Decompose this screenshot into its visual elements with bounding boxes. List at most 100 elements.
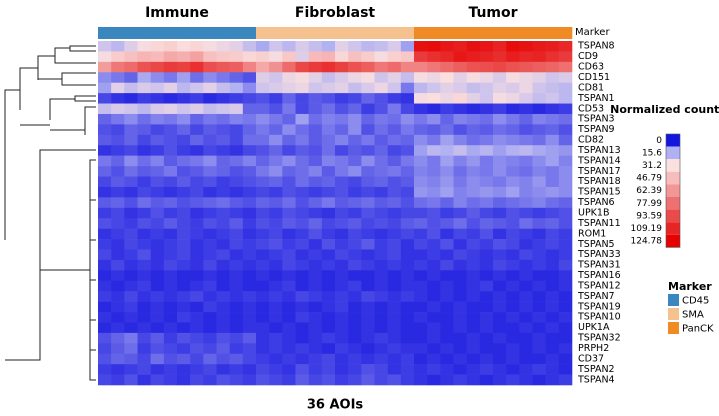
heatmap-cell (493, 207, 507, 219)
heatmap-cell (414, 322, 428, 334)
heatmap-cell (229, 134, 244, 146)
heatmap-cell (453, 186, 467, 198)
heatmap-cell (229, 239, 244, 250)
heatmap-cell (308, 239, 323, 250)
heatmap-cell (163, 41, 178, 52)
heatmap-cell (124, 353, 138, 365)
heatmap-cell (177, 332, 191, 344)
heatmap-cell (269, 41, 283, 52)
heatmap-cell (414, 218, 428, 229)
heatmap-cell (203, 259, 217, 271)
heatmap-cell (269, 259, 283, 271)
heatmap-cell (374, 186, 388, 198)
heatmap-cell (453, 61, 467, 73)
heatmap-cell (190, 249, 204, 261)
heatmap-cell (269, 51, 283, 63)
heatmap-cell (203, 218, 217, 229)
heatmap-cell (111, 332, 125, 344)
heatmap-cell (137, 124, 151, 136)
heatmap-cell (506, 353, 520, 365)
heatmap-cell (203, 61, 217, 73)
heatmap-cell (335, 197, 349, 209)
heatmap-cell (282, 249, 296, 261)
heatmap-cell (150, 374, 165, 386)
heatmap-cell (361, 51, 375, 63)
heatmap-cell (440, 134, 454, 146)
annotation-cell (440, 27, 454, 39)
heatmap-cell (400, 145, 415, 156)
heatmap-cell (335, 186, 349, 198)
group-label: Fibroblast (295, 5, 376, 21)
heatmap-cell (387, 145, 402, 156)
heatmap-cell (453, 332, 467, 344)
heatmap-cell (466, 61, 481, 73)
heatmap-cell (203, 312, 217, 323)
heatmap-cell (532, 41, 546, 52)
heatmap-cell (242, 155, 257, 167)
heatmap-cell (493, 61, 507, 73)
heatmap-cell (163, 176, 178, 188)
heatmap-cell (348, 291, 362, 302)
heatmap-cell (453, 134, 467, 146)
heatmap-cell (163, 61, 178, 73)
heatmap-cell (256, 93, 270, 104)
heatmap-cell (348, 82, 362, 94)
heatmap-cell (98, 197, 112, 209)
heatmap-cell (190, 291, 204, 302)
heatmap-cell (519, 51, 533, 63)
heatmap-cell (479, 113, 494, 125)
heatmap-cell (269, 322, 283, 334)
heatmap-cell (163, 197, 178, 209)
heatmap-cell (242, 228, 257, 240)
heatmap-cell (98, 332, 112, 344)
heatmap-cell (440, 72, 454, 83)
heatmap-cell (242, 93, 257, 104)
heatmap-cell (414, 332, 428, 344)
heatmap-cell (256, 364, 270, 375)
heatmap-cell (440, 291, 454, 302)
heatmap-cell (506, 249, 520, 261)
heatmap-cell (177, 280, 191, 292)
heatmap-cell (466, 228, 481, 240)
heatmap-cell (545, 312, 560, 323)
heatmap-cell (203, 51, 217, 63)
heatmap-cell (177, 218, 191, 229)
heatmap-cell (453, 155, 467, 167)
heatmap-cell (163, 186, 178, 198)
heatmap-cell (493, 145, 507, 156)
heatmap-cell (400, 166, 415, 177)
heatmap-cell (308, 134, 323, 146)
heatmap-cell (558, 72, 573, 83)
row-label: TSPAN11 (577, 218, 621, 229)
heatmap-cell (295, 280, 309, 292)
heatmap-cell (532, 332, 546, 344)
row-label: TSPAN12 (577, 280, 621, 291)
heatmap-cell (427, 322, 441, 334)
heatmap-cell (282, 41, 296, 52)
heatmap-cell (414, 353, 428, 365)
heatmap-cell (242, 207, 257, 219)
heatmap-cell (190, 332, 204, 344)
colorbar-block (666, 197, 680, 210)
heatmap-cell (111, 51, 125, 63)
heatmap-cell (137, 364, 151, 375)
heatmap-cell (427, 145, 441, 156)
annotation-cell (256, 27, 270, 39)
heatmap-cell (177, 103, 191, 115)
annotation-cell (111, 27, 125, 39)
heatmap-cell (558, 103, 573, 115)
heatmap-cell (519, 72, 533, 83)
heatmap-cell (295, 249, 309, 261)
heatmap-cell (282, 280, 296, 292)
heatmap-cell (519, 207, 533, 219)
annotation-cell (150, 27, 165, 39)
heatmap-cell (229, 155, 244, 167)
heatmap-cell (545, 343, 560, 355)
heatmap-cell (190, 207, 204, 219)
heatmap-cell (361, 353, 375, 365)
heatmap-cell (124, 41, 138, 52)
heatmap-cell (242, 249, 257, 261)
heatmap-cell (400, 301, 415, 313)
heatmap-cell (387, 301, 402, 313)
heatmap-cell (177, 353, 191, 365)
